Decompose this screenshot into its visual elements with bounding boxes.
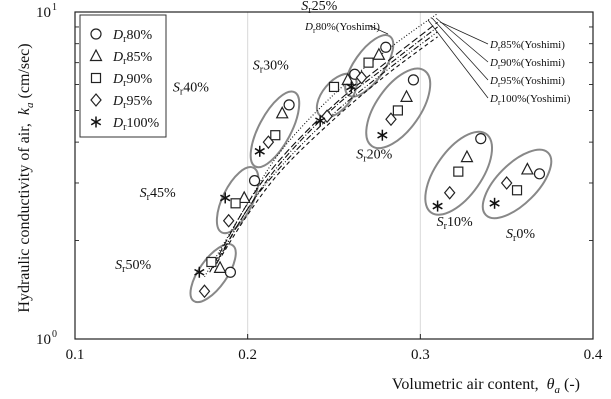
data-point-circle (248, 175, 261, 187)
data-point-square (363, 57, 374, 68)
yoshimi-curve-label: Dr100%(Yoshimi) (489, 93, 571, 107)
x-axis-label: Volumetric air content, θa (-) (392, 376, 580, 396)
data-point-triangle (213, 260, 227, 273)
y-axis-label: Hydraulic conductivity of air, ka (cm/se… (16, 43, 36, 312)
data-point-square (270, 130, 281, 141)
saturation-ellipse (189, 243, 237, 304)
data-point-asterisk (254, 145, 265, 157)
legend-marker (90, 93, 102, 107)
data-point-square (392, 105, 403, 116)
saturation-ellipse (365, 67, 432, 150)
x-tick-label: 0.1 (66, 347, 85, 363)
yoshimi-curve-label: Dr80%(Yoshimi) (304, 21, 380, 35)
data-point-triangle (237, 190, 251, 204)
yoshimi-curve (212, 26, 438, 269)
data-point-diamond (321, 109, 333, 124)
yoshimi-leader-line (369, 25, 389, 35)
legend-marker (90, 28, 102, 40)
saturation-ellipse (249, 90, 301, 169)
legend-label: Dr95% (112, 94, 152, 111)
y-tick-exponent: 1 (52, 2, 57, 13)
yoshimi-leader-line (435, 17, 489, 63)
saturation-label: Sr10% (437, 215, 473, 232)
data-point-square (328, 81, 340, 93)
yoshimi-curve-label: Dr95%(Yoshimi) (489, 75, 565, 89)
data-point-square (453, 166, 464, 177)
data-points (194, 41, 546, 299)
saturation-ellipse (481, 148, 553, 220)
legend-label: Dr80% (112, 28, 152, 45)
legend-label: Dr100% (112, 116, 159, 133)
data-point-diamond (385, 112, 397, 127)
data-point-square (511, 185, 523, 196)
data-point-diamond (500, 176, 513, 190)
data-point-circle (283, 99, 295, 111)
saturation-label: Sr40% (173, 80, 209, 97)
data-point-asterisk (489, 197, 500, 209)
legend-box: Dr80% Dr85% Dr90% Dr95% Dr100% (79, 14, 167, 138)
yoshimi-leader-line (431, 17, 489, 81)
data-point-diamond (443, 185, 456, 200)
data-point-diamond (222, 213, 235, 228)
legend-label: Dr85% (112, 50, 152, 67)
data-point-asterisk (346, 81, 357, 93)
data-point-circle (407, 74, 420, 86)
yoshimi-curve-label: Dr90%(Yoshimi) (489, 57, 565, 71)
data-point-triangle (275, 106, 289, 119)
x-tick-label: 0.2 (238, 347, 257, 363)
y-tick-exponent: 0 (52, 329, 57, 340)
saturation-label: Sr25% (301, 0, 337, 16)
data-point-asterisk (315, 115, 326, 127)
yoshimi-curve (209, 21, 438, 273)
yoshimi-labels: Dr80%(Yoshimi) Dr85%(Yoshimi) Dr90%(Yoshim… (304, 17, 571, 107)
data-point-circle (224, 266, 236, 278)
y-tick-label: 10 (36, 5, 51, 21)
data-point-asterisk (194, 266, 205, 278)
yoshimi-curve-label: Dr85%(Yoshimi) (489, 39, 565, 53)
data-point-triangle (400, 89, 414, 103)
data-point-circle (475, 133, 487, 145)
data-point-square (230, 198, 241, 209)
data-point-asterisk (377, 129, 388, 141)
legend-marker (90, 72, 102, 84)
y-tick-label: 10 (36, 332, 51, 348)
data-point-diamond (262, 135, 275, 150)
x-tick-label: 0.3 (411, 347, 430, 363)
x-axis-ticks: 0.1 0.2 0.3 0.4 (66, 334, 603, 363)
saturation-label: Sr45% (140, 186, 176, 203)
data-point-triangle (520, 162, 534, 175)
saturation-ellipse (424, 130, 494, 216)
x-tick-label: 0.4 (584, 347, 603, 363)
saturation-label: Sr0% (506, 227, 535, 244)
yoshimi-leader-line (439, 21, 489, 45)
grid-lines (247, 12, 421, 339)
plot-frame (74, 11, 594, 340)
legend-marker (90, 116, 102, 128)
saturation-label: Sr50% (115, 258, 151, 275)
data-point-circle (380, 41, 392, 53)
saturation-ellipse (215, 166, 260, 235)
legend-marker (89, 48, 103, 62)
yoshimi-curve (216, 31, 438, 264)
data-point-circle (533, 168, 546, 180)
saturation-labels: Sr50% Sr45% Sr40% Sr30% Sr25% Sr20% Sr10% Sr0% (115, 0, 535, 275)
data-point-asterisk (432, 200, 443, 212)
data-point-asterisk (220, 192, 231, 204)
yoshimi-curve (221, 36, 438, 256)
legend-label: Dr90% (112, 72, 152, 89)
yoshimi-leader-line (427, 19, 489, 99)
data-point-triangle (372, 47, 386, 60)
data-point-triangle (460, 149, 474, 163)
data-point-diamond (355, 70, 368, 85)
data-point-square (206, 256, 217, 268)
saturation-label: Sr30% (253, 59, 289, 76)
saturation-label: Sr20% (356, 147, 392, 164)
data-point-diamond (198, 284, 211, 299)
